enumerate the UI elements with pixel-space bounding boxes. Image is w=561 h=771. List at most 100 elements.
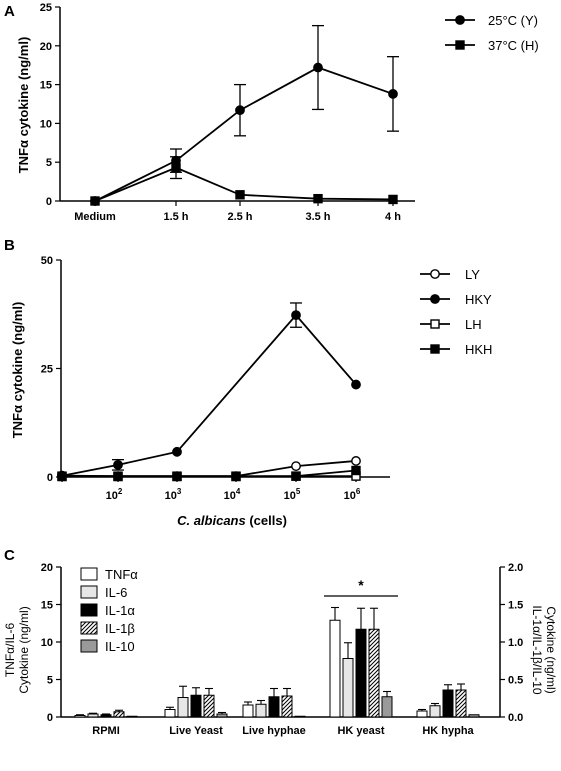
panel-c-legend-label: IL-10	[105, 639, 135, 654]
panel-b-point	[351, 379, 361, 390]
panel-c-x-tick-label: Live hyphae	[242, 725, 306, 737]
panel-a-x-tick-label: 1.5 h	[163, 211, 188, 223]
panel-b-x-tick-label: 104	[224, 487, 241, 502]
panel-c-bar	[126, 715, 138, 718]
panel-c-left-tick-label: 0	[47, 712, 53, 724]
panel-c-bar	[355, 628, 367, 718]
panel-b-point	[291, 471, 301, 481]
panel-c-bar	[455, 689, 467, 718]
panel-b-legend-marker	[430, 344, 440, 354]
panel-a-x-tick-label: 4 h	[385, 211, 401, 223]
panel-b-y-tick-label: 50	[41, 255, 53, 267]
panel-c-legend-swatch	[80, 603, 98, 617]
panel-b-legend-label: HKY	[465, 292, 492, 307]
panel-b-legend-label: HKH	[465, 342, 492, 357]
panel-c-legend-swatch	[80, 567, 98, 581]
panel-c-x-tick-label: HK yeast	[337, 725, 384, 737]
panel-b-x-tick-base: 10	[165, 490, 177, 502]
panel-b-x-tick-base: 10	[224, 490, 236, 502]
panel-b-point	[291, 310, 301, 321]
panel-b-point	[113, 459, 123, 470]
panel-a-y-tick-label: 0	[46, 196, 52, 208]
panel-c-bar	[281, 695, 293, 718]
panel-c-bar	[468, 714, 480, 718]
panel-c-bar	[268, 696, 280, 718]
panel-label-b: B	[4, 237, 15, 254]
panel-c-left-tick-label: 20	[41, 562, 53, 574]
panel-c-bar	[342, 658, 354, 718]
panel-c-left-axis-label-line1: TNFα/IL-6	[3, 623, 17, 678]
panel-b-y-tick-label: 0	[47, 472, 53, 484]
panel-c-bar	[416, 710, 428, 718]
panel-c-bar	[87, 713, 99, 718]
panel-c-x-tick-label: Live Yeast	[169, 725, 223, 737]
panel-c-left-tick-label: 5	[47, 675, 53, 687]
panel-a-point	[313, 193, 323, 204]
panel-a-point	[388, 194, 398, 205]
panel-c-bar	[203, 694, 215, 718]
panel-b-x-tick-base: 10	[106, 490, 118, 502]
panel-a-chart: TNFα cytokine (ng/ml) 0 5 10 15 20 25 Medium 1.…	[16, 2, 539, 223]
panel-c-legend-swatch	[80, 621, 98, 635]
panel-b-y-axis-label: TNFα cytokine (ng/ml)	[10, 302, 25, 439]
panel-b-legend-marker	[430, 319, 440, 329]
panel-c-bar	[100, 714, 112, 718]
panel-a-x-tick-label: Medium	[74, 211, 116, 223]
panel-b-x-axis-label-rest: (cells)	[246, 513, 287, 528]
panel-c-legend-label: IL-6	[105, 585, 127, 600]
panel-label-a: A	[4, 3, 15, 20]
panel-a-y-tick-label: 10	[40, 118, 52, 130]
panel-c-right-axis-label-line2: Cytokine (ng/ml)	[544, 606, 558, 693]
panel-b-x-axis-label: C. albicans (cells)	[177, 513, 287, 528]
panel-b-legend-marker	[430, 294, 440, 304]
panel-b-x-tick-base: 10	[344, 490, 356, 502]
panel-c-legend-swatch	[80, 585, 98, 599]
panel-b-series-line	[62, 469, 357, 478]
panel-b-point	[172, 446, 182, 457]
panel-a-legend-label: 25°C (Y)	[488, 13, 538, 28]
panel-a-legend-label: 37°C (H)	[488, 38, 539, 53]
panel-b-x-tick-exponent: 6	[356, 487, 361, 496]
panel-a-point	[235, 105, 245, 116]
panel-c-right-tick-label: 1.5	[508, 600, 523, 612]
panel-b-y-tick-label: 25	[41, 364, 53, 376]
panel-b-x-tick-label: 103	[165, 487, 182, 502]
panel-b-point	[351, 456, 361, 466]
panel-c-significance-star: *	[358, 577, 364, 593]
panel-b-legend-marker	[430, 269, 440, 279]
panel-c-bar	[216, 713, 228, 718]
panel-b-x-tick-exponent: 5	[296, 487, 301, 496]
panel-b-x-tick-label: 102	[106, 487, 123, 502]
panel-a-point	[388, 89, 398, 99]
panel-c-bar	[113, 711, 125, 718]
panel-b-x-tick-exponent: 3	[177, 487, 182, 496]
panel-c-right-tick-label: 0.0	[508, 712, 523, 724]
panel-c-bar	[368, 628, 380, 718]
panel-b-x-tick-label: 106	[344, 487, 361, 502]
panel-c-right-tick-label: 2.0	[508, 562, 523, 574]
panel-a-legend-marker	[455, 40, 465, 50]
panel-b-point	[351, 465, 361, 476]
panel-c-bar	[381, 696, 393, 718]
panel-a-x-tick-label: 3.5 h	[305, 211, 330, 223]
panel-a-point	[90, 196, 100, 206]
panel-c-left-tick-label: 10	[41, 637, 53, 649]
panel-c-legend-label: IL-1α	[105, 603, 135, 618]
panel-c-bar	[242, 704, 254, 718]
panel-a-y-axis-label: TNFα cytokine (ng/ml)	[16, 37, 31, 174]
panel-c-legend-swatch	[80, 639, 98, 653]
panel-c-bar	[177, 697, 189, 718]
panel-c-bar	[329, 619, 341, 718]
panel-a-y-tick-label: 5	[46, 157, 52, 169]
panel-c-right-tick-label: 1.0	[508, 637, 523, 649]
panel-label-c: C	[4, 547, 15, 564]
panel-a-y-tick-label: 25	[40, 2, 52, 14]
panel-b-point	[113, 471, 123, 482]
panel-b-point	[291, 461, 301, 472]
panel-c-bar	[255, 703, 267, 718]
panel-b-x-tick-label: 105	[284, 487, 301, 502]
panel-b-point	[231, 471, 241, 482]
panel-c-bar	[294, 715, 306, 718]
panel-b-x-tick-exponent: 4	[236, 487, 241, 496]
